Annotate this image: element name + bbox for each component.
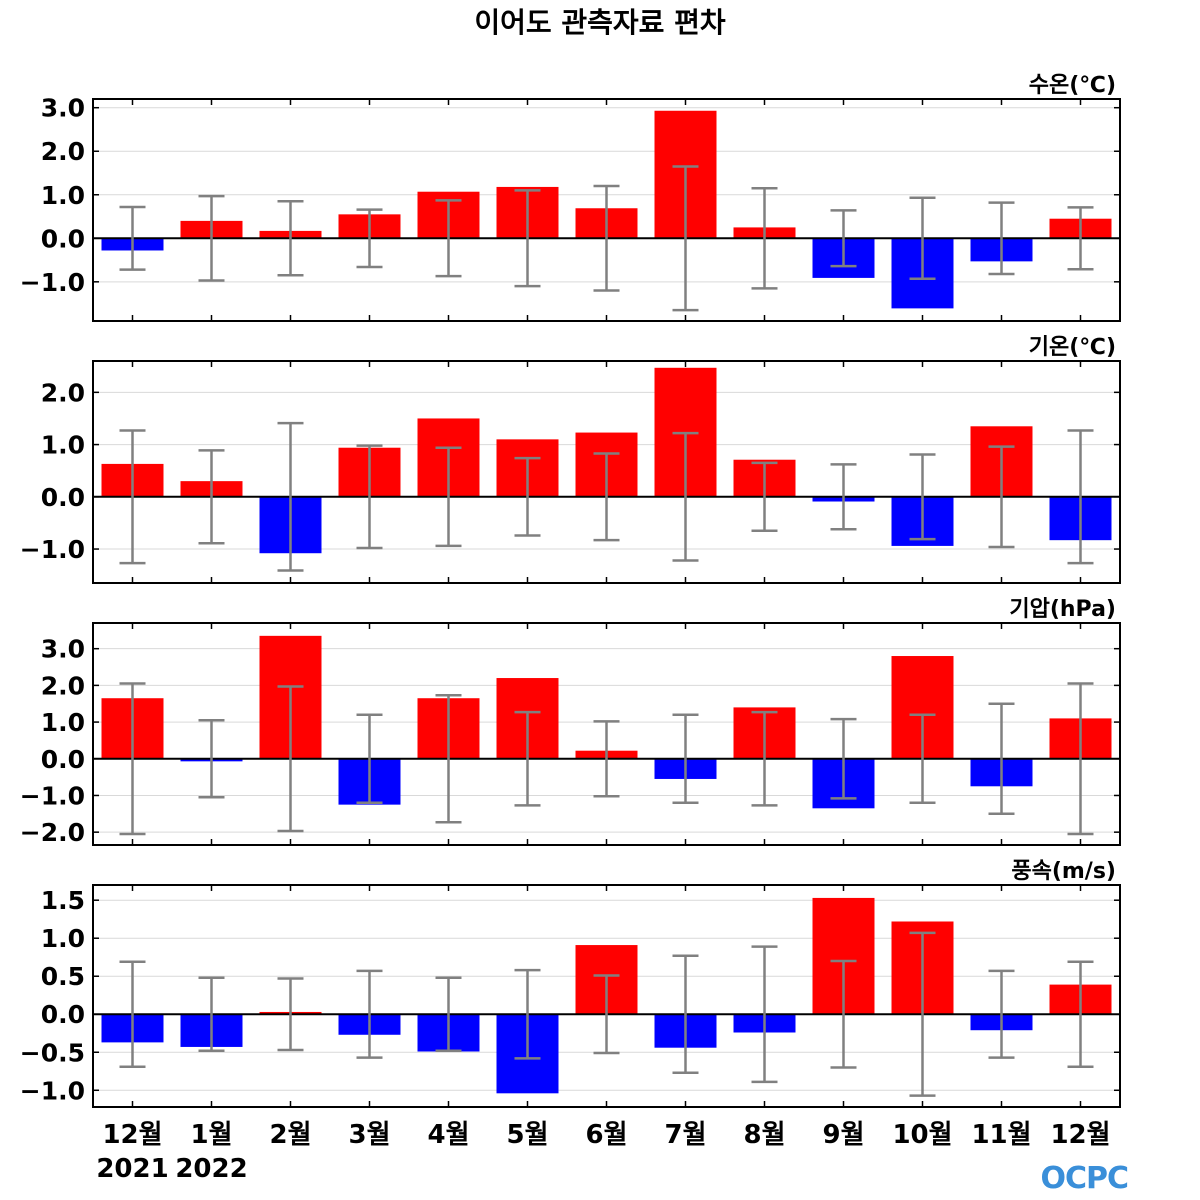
- x-tick-label: 12월: [102, 1120, 162, 1150]
- x-tick-label: 6월: [585, 1120, 627, 1150]
- y-tick-label: −1.0: [20, 535, 85, 564]
- x-tick-label: 10월: [892, 1120, 952, 1150]
- y-tick-label: 1.0: [41, 924, 85, 953]
- panel-label: 기온(℃): [1029, 335, 1116, 360]
- panel-label: 기압(hPa): [1009, 597, 1116, 622]
- x-axis-labels: 12월 1월 2월 3월 4월 5월 6월 7월 8월 9월 10월 11월 12월 2021 2022: [96, 1120, 1110, 1184]
- y-tick-label: 0.0: [41, 745, 85, 774]
- ocpc-logo: OCPC: [1040, 1161, 1129, 1196]
- x-tick-label: 1월: [190, 1120, 232, 1150]
- y-tick-label: 0.0: [41, 483, 85, 512]
- y-tick-label: 1.0: [41, 181, 85, 210]
- y-tick-label: −2.0: [20, 818, 85, 847]
- panel-label: 수온(℃): [1029, 73, 1116, 98]
- y-tick-label: 1.5: [41, 886, 85, 915]
- y-tick-label: 1.0: [41, 708, 85, 737]
- chart-title: 이어도 관측자료 편차: [474, 6, 726, 39]
- y-tick-label: −1.0: [20, 781, 85, 810]
- y-tick-label: 0.5: [41, 962, 85, 991]
- panel-4: −1.0 −0.5 0.0 0.5 1.0 1.5 풍속(m/s): [20, 859, 1121, 1108]
- y-tick-label: 1.0: [41, 431, 85, 460]
- panel-2: −1.0 0.0 1.0 2.0 기온(℃): [20, 335, 1121, 584]
- chart-panels: −1.00.01.02.03.0수온(℃)−1.00.01.02.0기온(℃)−…: [20, 73, 1121, 1108]
- x-tick-label: 7월: [664, 1120, 706, 1150]
- x-tick-label: 3월: [348, 1120, 390, 1150]
- x-tick-label: 9월: [822, 1120, 864, 1150]
- x-tick-label: 5월: [506, 1120, 548, 1150]
- year-label: 2021: [96, 1154, 168, 1184]
- y-tick-label: −1.0: [20, 268, 85, 297]
- x-tick-label: 12월: [1050, 1120, 1110, 1150]
- panel-3: −2.0 −1.0 0.0 1.0 2.0 3.0 기압(hPa): [20, 597, 1121, 847]
- panel-label: 풍속(m/s): [1011, 859, 1116, 884]
- y-tick-label: 2.0: [41, 378, 85, 407]
- y-tick-label: 3.0: [41, 635, 85, 664]
- x-tick-label: 8월: [743, 1120, 785, 1150]
- y-tick-label: −0.5: [20, 1038, 85, 1067]
- y-tick-label: 0.0: [41, 1000, 85, 1029]
- y-tick-label: 3.0: [41, 94, 85, 123]
- x-tick-label: 2월: [269, 1120, 311, 1150]
- year-label: 2022: [175, 1154, 247, 1184]
- y-tick-label: 0.0: [41, 224, 85, 253]
- y-tick-label: 2.0: [41, 671, 85, 700]
- x-tick-label: 11월: [971, 1120, 1031, 1150]
- panel-1: −1.0 0.0 1.0 2.0 3.0 수온(℃): [20, 73, 1121, 322]
- x-tick-label: 4월: [427, 1120, 469, 1150]
- y-tick-label: −1.0: [20, 1076, 85, 1105]
- ocpc-logo-text: OCPC: [1040, 1161, 1128, 1196]
- y-tick-label: 2.0: [41, 137, 85, 166]
